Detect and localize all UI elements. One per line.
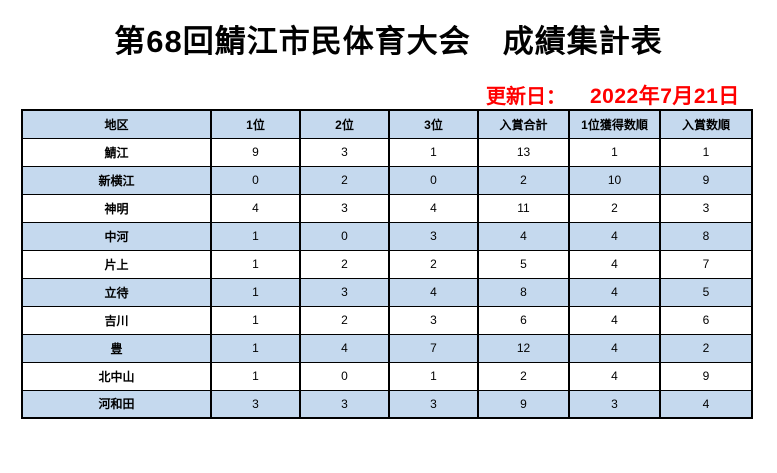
district-cell: 中河: [21, 221, 212, 251]
value-cell: 8: [659, 221, 753, 251]
value-cell: 3: [299, 389, 390, 419]
district-cell: 新横江: [21, 165, 212, 195]
value-cell: 7: [659, 249, 753, 279]
value-cell: 4: [568, 277, 661, 307]
table-row: 豊 1 4 7 12 4 2: [21, 333, 753, 363]
district-cell: 北中山: [21, 361, 212, 391]
table-row: 河和田 3 3 3 9 3 4: [21, 389, 753, 419]
district-cell: 鯖江: [21, 137, 212, 167]
value-cell: 2: [477, 165, 570, 195]
column-header-6: 入賞数順: [659, 109, 753, 139]
value-cell: 3: [299, 137, 390, 167]
column-header-1: 1位: [210, 109, 301, 139]
update-date-label: 更新日：: [486, 86, 566, 108]
value-cell: 10: [568, 165, 661, 195]
column-header-2: 2位: [299, 109, 390, 139]
value-cell: 5: [477, 249, 570, 279]
value-cell: 2: [299, 165, 390, 195]
value-cell: 2: [568, 193, 661, 223]
value-cell: 3: [388, 221, 479, 251]
value-cell: 1: [388, 361, 479, 391]
value-cell: 9: [659, 361, 753, 391]
results-table: 地区 1位 2位 3位 入賞合計 1位獲得数順 入賞数順 鯖江 9 3 1 13 1 1 新横江 0 2 0 2 1…: [21, 109, 753, 419]
column-header-4: 入賞合計: [477, 109, 570, 139]
value-cell: 3: [388, 305, 479, 335]
value-cell: 4: [568, 333, 661, 363]
column-header-3: 3位: [388, 109, 479, 139]
district-cell: 神明: [21, 193, 212, 223]
district-cell: 立待: [21, 277, 212, 307]
value-cell: 1: [659, 137, 753, 167]
district-cell: 片上: [21, 249, 212, 279]
value-cell: 12: [477, 333, 570, 363]
table-row: 新横江 0 2 0 2 10 9: [21, 165, 753, 195]
value-cell: 4: [568, 249, 661, 279]
results-table-body: 鯖江 9 3 1 13 1 1 新横江 0 2 0 2 10 9 神明 4 3 4 11 2 3 中河 1 0 3 4 4 8 片上 1 2…: [21, 137, 753, 419]
value-cell: 1: [210, 249, 301, 279]
value-cell: 1: [210, 305, 301, 335]
update-date-row: 更新日： 2022年7月21日: [486, 80, 740, 110]
value-cell: 1: [388, 137, 479, 167]
value-cell: 2: [477, 361, 570, 391]
value-cell: 4: [659, 389, 753, 419]
district-cell: 吉川: [21, 305, 212, 335]
table-row: 中河 1 0 3 4 4 8: [21, 221, 753, 251]
value-cell: 3: [299, 277, 390, 307]
table-row: 鯖江 9 3 1 13 1 1: [21, 137, 753, 167]
column-header-0: 地区: [21, 109, 212, 139]
value-cell: 4: [299, 333, 390, 363]
value-cell: 9: [477, 389, 570, 419]
table-row: 北中山 1 0 1 2 4 9: [21, 361, 753, 391]
value-cell: 0: [299, 221, 390, 251]
value-cell: 0: [210, 165, 301, 195]
value-cell: 4: [477, 221, 570, 251]
value-cell: 0: [299, 361, 390, 391]
value-cell: 6: [659, 305, 753, 335]
value-cell: 1: [210, 277, 301, 307]
value-cell: 7: [388, 333, 479, 363]
value-cell: 13: [477, 137, 570, 167]
value-cell: 2: [388, 249, 479, 279]
value-cell: 4: [568, 361, 661, 391]
table-row: 立待 1 3 4 8 4 5: [21, 277, 753, 307]
value-cell: 2: [299, 305, 390, 335]
value-cell: 3: [659, 193, 753, 223]
value-cell: 4: [568, 305, 661, 335]
page-title: 第68回鯖江市民体育大会 成績集計表: [114, 24, 663, 59]
value-cell: 3: [388, 389, 479, 419]
value-cell: 0: [388, 165, 479, 195]
value-cell: 4: [388, 277, 479, 307]
value-cell: 2: [659, 333, 753, 363]
table-row: 片上 1 2 2 5 4 7: [21, 249, 753, 279]
column-header-5: 1位獲得数順: [568, 109, 661, 139]
update-date-value: 2022年7月21日: [590, 85, 740, 108]
value-cell: 1: [210, 361, 301, 391]
value-cell: 6: [477, 305, 570, 335]
district-cell: 豊: [21, 333, 212, 363]
value-cell: 8: [477, 277, 570, 307]
value-cell: 1: [568, 137, 661, 167]
value-cell: 4: [388, 193, 479, 223]
value-cell: 3: [568, 389, 661, 419]
table-row: 吉川 1 2 3 6 4 6: [21, 305, 753, 335]
value-cell: 1: [210, 333, 301, 363]
value-cell: 4: [568, 221, 661, 251]
district-cell: 河和田: [21, 389, 212, 419]
value-cell: 5: [659, 277, 753, 307]
results-table-header-row: 地区 1位 2位 3位 入賞合計 1位獲得数順 入賞数順: [21, 109, 753, 139]
value-cell: 9: [659, 165, 753, 195]
value-cell: 9: [210, 137, 301, 167]
value-cell: 1: [210, 221, 301, 251]
value-cell: 3: [299, 193, 390, 223]
value-cell: 4: [210, 193, 301, 223]
value-cell: 11: [477, 193, 570, 223]
value-cell: 3: [210, 389, 301, 419]
results-table-head: 地区 1位 2位 3位 入賞合計 1位獲得数順 入賞数順: [21, 109, 753, 139]
table-row: 神明 4 3 4 11 2 3: [21, 193, 753, 223]
value-cell: 2: [299, 249, 390, 279]
